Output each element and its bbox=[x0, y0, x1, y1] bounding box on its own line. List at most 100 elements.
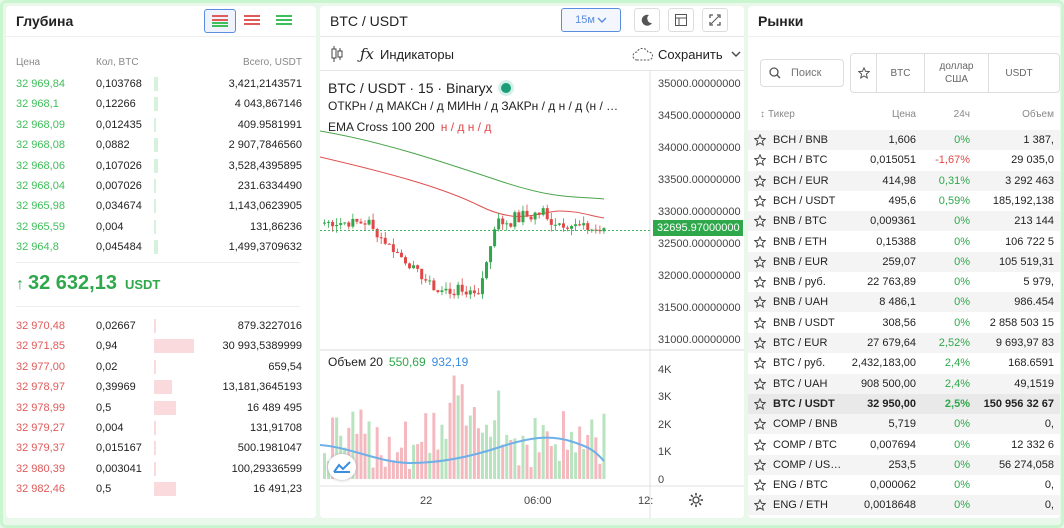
dark-mode-button[interactable] bbox=[634, 8, 660, 32]
market-row[interactable]: BNB / UAH 8 486,1 0% 986.454 bbox=[748, 292, 1060, 313]
depth-total: 16 489 495 bbox=[246, 401, 302, 414]
col-change[interactable]: 24ч bbox=[953, 108, 970, 120]
col-ticker[interactable]: Тикер bbox=[768, 108, 795, 120]
depth-row[interactable]: 32 968,04 0,007026 231.6334490 bbox=[6, 176, 316, 196]
filter-usdt[interactable]: USDT bbox=[1005, 67, 1033, 79]
depth-row[interactable]: 32 982,46 0,5 16 491,23 bbox=[6, 479, 316, 499]
interval-select[interactable]: 15м bbox=[561, 8, 621, 32]
market-row[interactable]: BCH / USDT 495,6 0,59% 185,192,138 bbox=[748, 191, 1060, 211]
market-price: 259,07 bbox=[882, 255, 916, 268]
depth-row[interactable]: 32 968,1 0,12266 4 043,867146 bbox=[6, 94, 316, 114]
candle-body bbox=[440, 290, 444, 293]
col-volume[interactable]: Объем bbox=[1022, 108, 1054, 120]
view-bids-button[interactable] bbox=[268, 9, 300, 33]
filter-btc[interactable]: BTC bbox=[877, 54, 925, 92]
markets-header: ↕ Тикер Цена 24ч Объем bbox=[748, 104, 1060, 124]
market-row[interactable]: BNB / USDT 308,56 0% 2 858 503 15 bbox=[748, 313, 1060, 333]
view-both-button[interactable] bbox=[204, 9, 236, 33]
depth-row[interactable]: 32 970,48 0,02667 879.3227016 bbox=[6, 316, 316, 336]
market-row[interactable]: BCH / BNB 1,606 0% 1 387, bbox=[748, 130, 1060, 150]
search-input[interactable] bbox=[791, 67, 841, 79]
market-volume: 29 035,0 bbox=[1011, 154, 1054, 167]
market-row[interactable]: BTC / руб. 2,432,183,00 2,4% 168.6591 bbox=[748, 353, 1060, 373]
volume-bar bbox=[598, 463, 602, 479]
volume-bar bbox=[383, 466, 387, 479]
market-row[interactable]: BTC / UAH 908 500,00 2,4% 49,1519 bbox=[748, 373, 1060, 394]
star-icon[interactable] bbox=[753, 295, 767, 311]
star-icon[interactable] bbox=[753, 438, 767, 454]
asks-only-icon bbox=[244, 15, 260, 25]
star-icon[interactable] bbox=[753, 397, 767, 413]
star-icon[interactable] bbox=[753, 356, 767, 372]
market-row[interactable]: ENG / BTC 0,000062 0% 0, bbox=[748, 475, 1060, 495]
indicators-button[interactable]: ƒx Индикаторы bbox=[360, 42, 454, 66]
market-volume: 150 956 32 67 bbox=[983, 397, 1054, 410]
depth-row[interactable]: 32 978,97 0,39969 13,181,3645193 bbox=[6, 377, 316, 397]
star-icon[interactable] bbox=[753, 214, 767, 230]
market-row[interactable]: BCH / EUR 414,98 0,31% 3 292 463 bbox=[748, 170, 1060, 191]
market-volume: 0, bbox=[1044, 499, 1054, 512]
star-icon[interactable] bbox=[753, 174, 767, 190]
star-icon[interactable] bbox=[753, 255, 767, 271]
depth-row[interactable]: 32 965,59 0,004 131,86236 bbox=[6, 217, 316, 237]
market-change: 0% bbox=[954, 296, 970, 309]
depth-row[interactable]: 32 968,09 0,012435 409.9581991 bbox=[6, 115, 316, 135]
chart-settings-button[interactable] bbox=[686, 490, 706, 510]
save-button[interactable]: Сохранить bbox=[632, 42, 741, 66]
star-icon[interactable] bbox=[753, 498, 767, 514]
market-row[interactable]: COMP / BNB 5,719 0% 0, bbox=[748, 414, 1060, 435]
market-row[interactable]: COMP / US… 253,5 0% 56 274,058 bbox=[748, 454, 1060, 475]
star-icon[interactable] bbox=[753, 377, 767, 393]
depth-row[interactable]: 32 965,98 0,034674 1,143,0623905 bbox=[6, 196, 316, 216]
star-icon[interactable] bbox=[753, 458, 767, 474]
depth-total: 131,86236 bbox=[250, 220, 302, 233]
market-row[interactable]: BTC / USDT 32 950,00 2,5% 150 956 32 67 bbox=[748, 393, 1060, 414]
candle-type-button[interactable] bbox=[326, 42, 348, 66]
depth-row[interactable]: 32 977,00 0,02 659,54 bbox=[6, 357, 316, 377]
fullscreen-button[interactable] bbox=[702, 8, 728, 32]
layout-button[interactable] bbox=[668, 8, 694, 32]
filter-usd[interactable]: доллар США bbox=[925, 54, 989, 92]
market-row[interactable]: BNB / ETH 0,15388 0% 106 722 5 bbox=[748, 232, 1060, 252]
candle-body bbox=[436, 290, 440, 293]
market-row[interactable]: BNB / EUR 259,07 0% 105 519,31 bbox=[748, 251, 1060, 272]
star-icon[interactable] bbox=[753, 235, 767, 251]
layout-icon bbox=[675, 14, 687, 26]
candle-body bbox=[408, 263, 412, 269]
star-icon[interactable] bbox=[753, 133, 767, 149]
candle-body bbox=[412, 265, 416, 269]
star-icon[interactable] bbox=[753, 316, 767, 332]
sort-icon[interactable]: ↕ bbox=[760, 108, 765, 120]
depth-row[interactable]: 32 979,27 0,004 131,91708 bbox=[6, 418, 316, 438]
market-row[interactable]: BNB / руб. 22 763,89 0% 5 979, bbox=[748, 272, 1060, 292]
depth-row[interactable]: 32 980,39 0,003041 100,29336599 bbox=[6, 459, 316, 479]
star-icon[interactable] bbox=[753, 194, 767, 210]
view-asks-button[interactable] bbox=[236, 9, 268, 33]
col-price[interactable]: Цена bbox=[891, 108, 916, 120]
market-row[interactable]: BNB / BTC 0,009361 0% 213 144 bbox=[748, 211, 1060, 232]
depth-row[interactable]: 32 969,84 0,103768 3,421,2143571 bbox=[6, 74, 316, 94]
market-price: 0,015051 bbox=[870, 154, 916, 167]
market-row[interactable]: BCH / BTC 0,015051 -1,67% 29 035,0 bbox=[748, 150, 1060, 170]
depth-row[interactable]: 32 978,99 0,5 16 489 495 bbox=[6, 398, 316, 418]
star-icon[interactable] bbox=[753, 153, 767, 169]
volume-bar bbox=[570, 431, 574, 479]
star-icon[interactable] bbox=[753, 275, 767, 291]
price-chart[interactable]: 35000.00000000 34500.00000000 34000.000000… bbox=[320, 71, 744, 518]
depth-row[interactable]: 32 968,06 0,107026 3,528,4395895 bbox=[6, 156, 316, 176]
depth-row[interactable]: 32 964,8 0,045484 1,499,3709632 bbox=[6, 237, 316, 257]
favorites-filter[interactable] bbox=[851, 54, 877, 92]
star-icon[interactable] bbox=[753, 417, 767, 433]
depth-row[interactable]: 32 968,08 0,0882 2 907,7846560 bbox=[6, 135, 316, 155]
search-box[interactable] bbox=[760, 59, 844, 87]
depth-row[interactable]: 32 971,85 0,94 30 993,5389999 bbox=[6, 336, 316, 356]
market-row[interactable]: BTC / EUR 27 679,64 2,52% 9 693,97 83 bbox=[748, 333, 1060, 353]
market-row[interactable]: COMP / BTC 0,007694 0% 12 332 6 bbox=[748, 435, 1060, 455]
tradingview-logo-button[interactable] bbox=[328, 454, 356, 480]
star-icon[interactable] bbox=[753, 478, 767, 494]
volume-tick-label: 3K bbox=[658, 391, 672, 403]
depth-row[interactable]: 32 979,37 0,015167 500.1981047 bbox=[6, 438, 316, 458]
market-change: 0% bbox=[954, 479, 970, 492]
star-icon[interactable] bbox=[753, 336, 767, 352]
market-row[interactable]: ENG / ETH 0,0018648 0% 0, bbox=[748, 495, 1060, 516]
